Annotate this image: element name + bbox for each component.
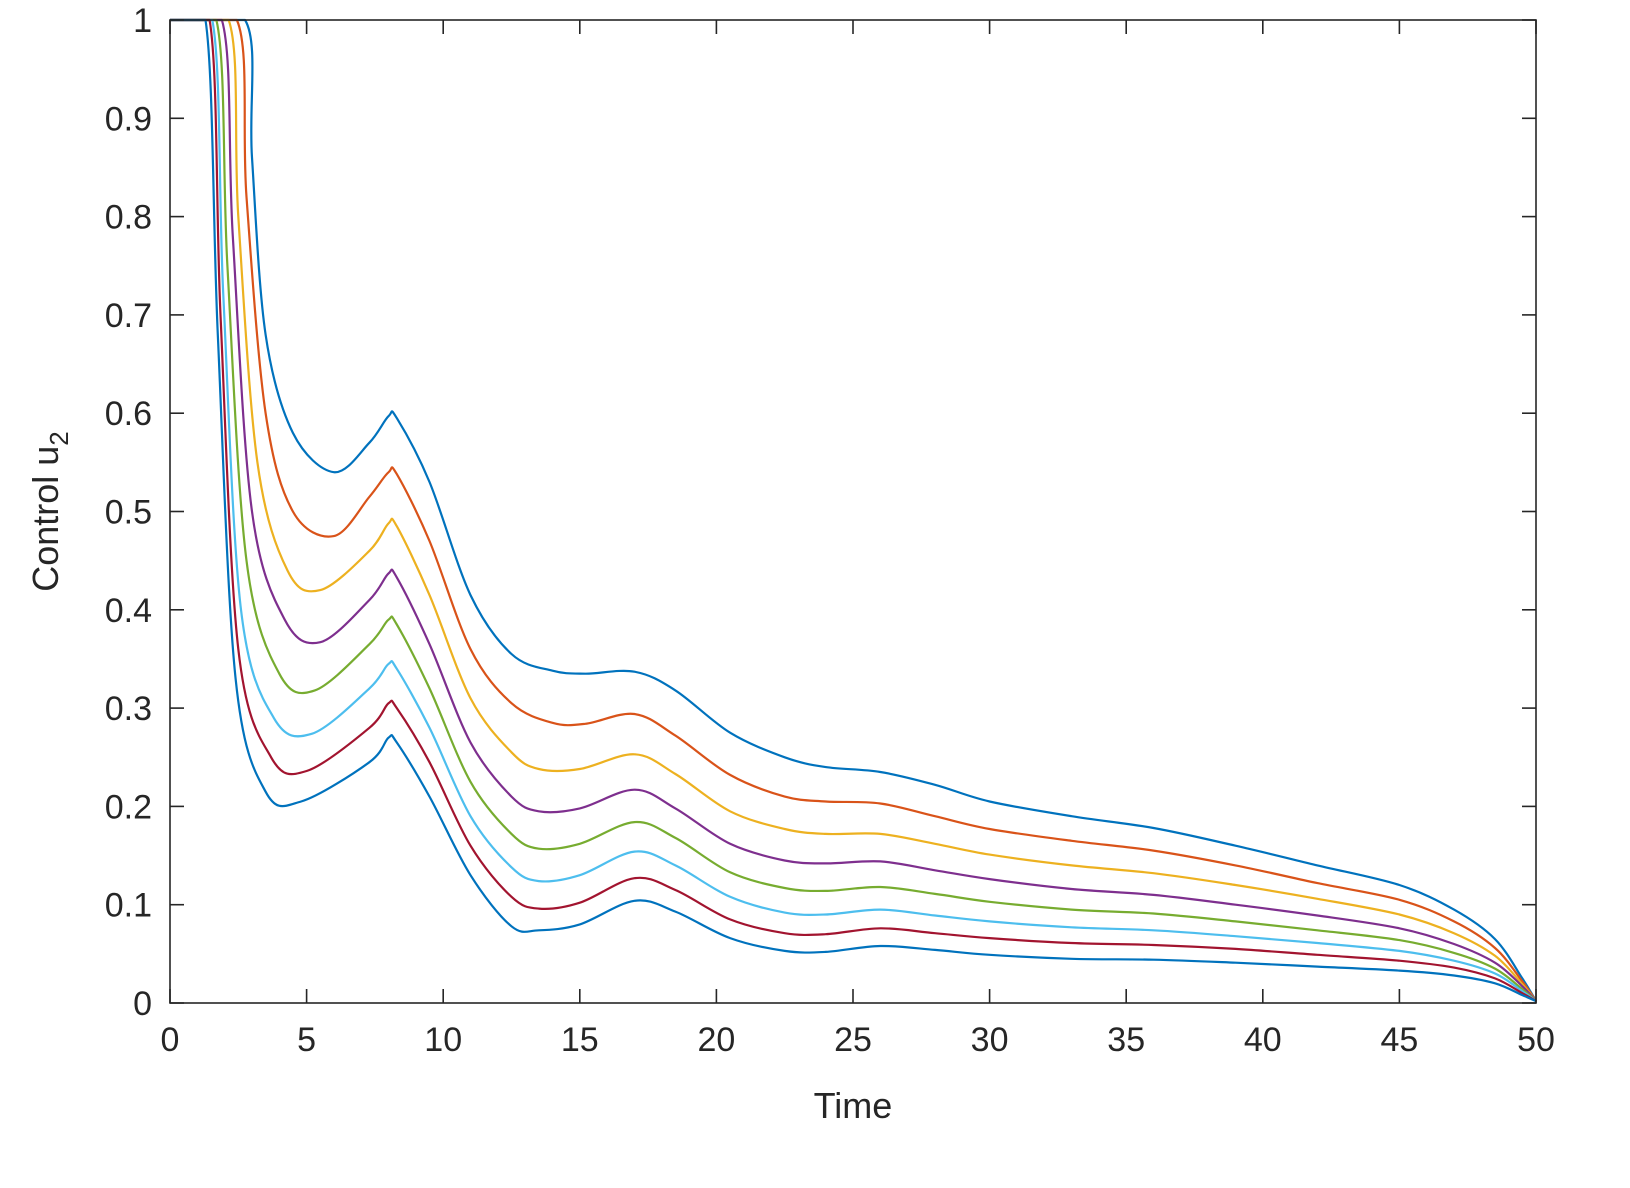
- series-line-1: [169, 18, 1537, 1002]
- series-group: [169, 18, 1537, 1003]
- x-tick-label: 0: [161, 1021, 180, 1059]
- plot-area: [170, 20, 1536, 1003]
- y-tick-label: 0.8: [105, 199, 152, 237]
- series-line-8: [169, 18, 1537, 1003]
- x-tick-label: 20: [697, 1021, 735, 1059]
- y-tick-label: 1: [133, 2, 152, 40]
- x-tick-label: 45: [1380, 1021, 1418, 1059]
- series-line-5: [169, 18, 1537, 1002]
- series-line-6: [169, 18, 1537, 1002]
- x-tick-label: 15: [561, 1021, 599, 1059]
- y-axis-label: Control u2: [25, 431, 74, 592]
- x-tick-label: 25: [834, 1021, 872, 1059]
- y-tick-label: 0.3: [105, 690, 152, 728]
- y-tick-label: 0.6: [105, 395, 152, 433]
- x-axis-label: Time: [814, 1085, 893, 1126]
- y-tick-label: 0.2: [105, 788, 152, 826]
- y-tick-label: 0.9: [105, 100, 152, 138]
- y-axis-label-main: Control u: [25, 446, 66, 592]
- y-axis-label-subscript: 2: [44, 431, 74, 445]
- series-line-4: [169, 18, 1537, 1002]
- x-tick-label: 30: [971, 1021, 1009, 1059]
- x-tick-label: 5: [297, 1021, 316, 1059]
- series-line-7: [169, 18, 1537, 1002]
- axes-group: 0 5 10 15 20 25 30 35 40 45 50 0 0.1 0.2 0.3 0.4 0.5 0.6 0…: [105, 2, 1555, 1059]
- series-line-3: [169, 18, 1537, 1002]
- y-tick-label: 0.1: [105, 887, 152, 925]
- plot-background: [170, 20, 1536, 1003]
- x-tick-label: 10: [424, 1021, 462, 1059]
- y-tick-label: 0: [133, 985, 152, 1023]
- series-line-2: [169, 18, 1537, 1002]
- y-tick-label: 0.4: [105, 592, 152, 630]
- y-tick-label: 0.5: [105, 494, 152, 532]
- x-tick-label: 35: [1107, 1021, 1145, 1059]
- y-tick-label: 0.7: [105, 297, 152, 335]
- x-tick-label: 40: [1244, 1021, 1282, 1059]
- x-tick-label: 50: [1517, 1021, 1555, 1059]
